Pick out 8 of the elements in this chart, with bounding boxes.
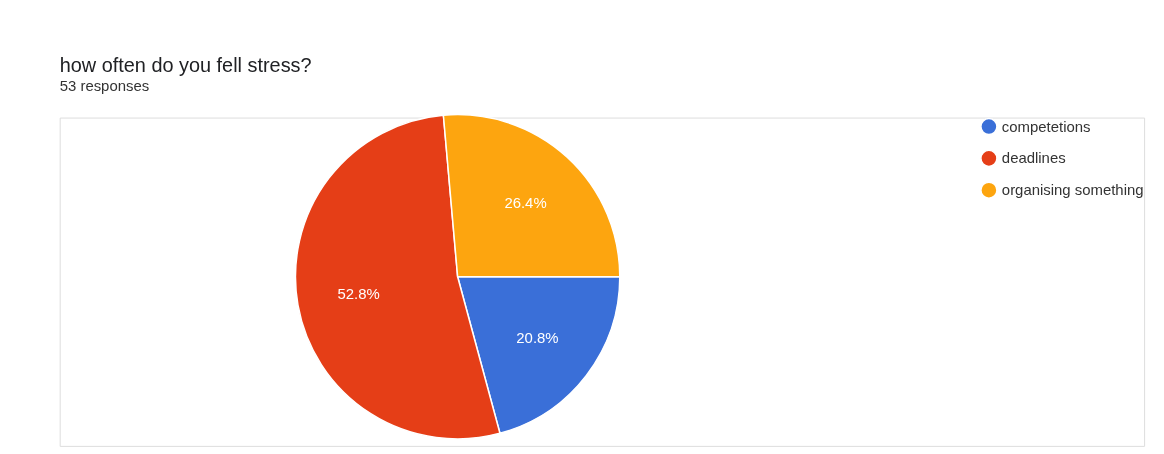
data-label: 20.8%	[516, 328, 559, 346]
legend-label: deadlines	[1001, 149, 1066, 167]
chart-title: how often do you fell stress?	[59, 53, 312, 76]
legend-label: organising something	[1001, 181, 1144, 199]
data-label: 26.4%	[504, 193, 547, 211]
legend-label: competetions	[1001, 117, 1091, 135]
text: 53 responses	[59, 76, 150, 94]
data-label: 52.8%	[337, 285, 380, 303]
